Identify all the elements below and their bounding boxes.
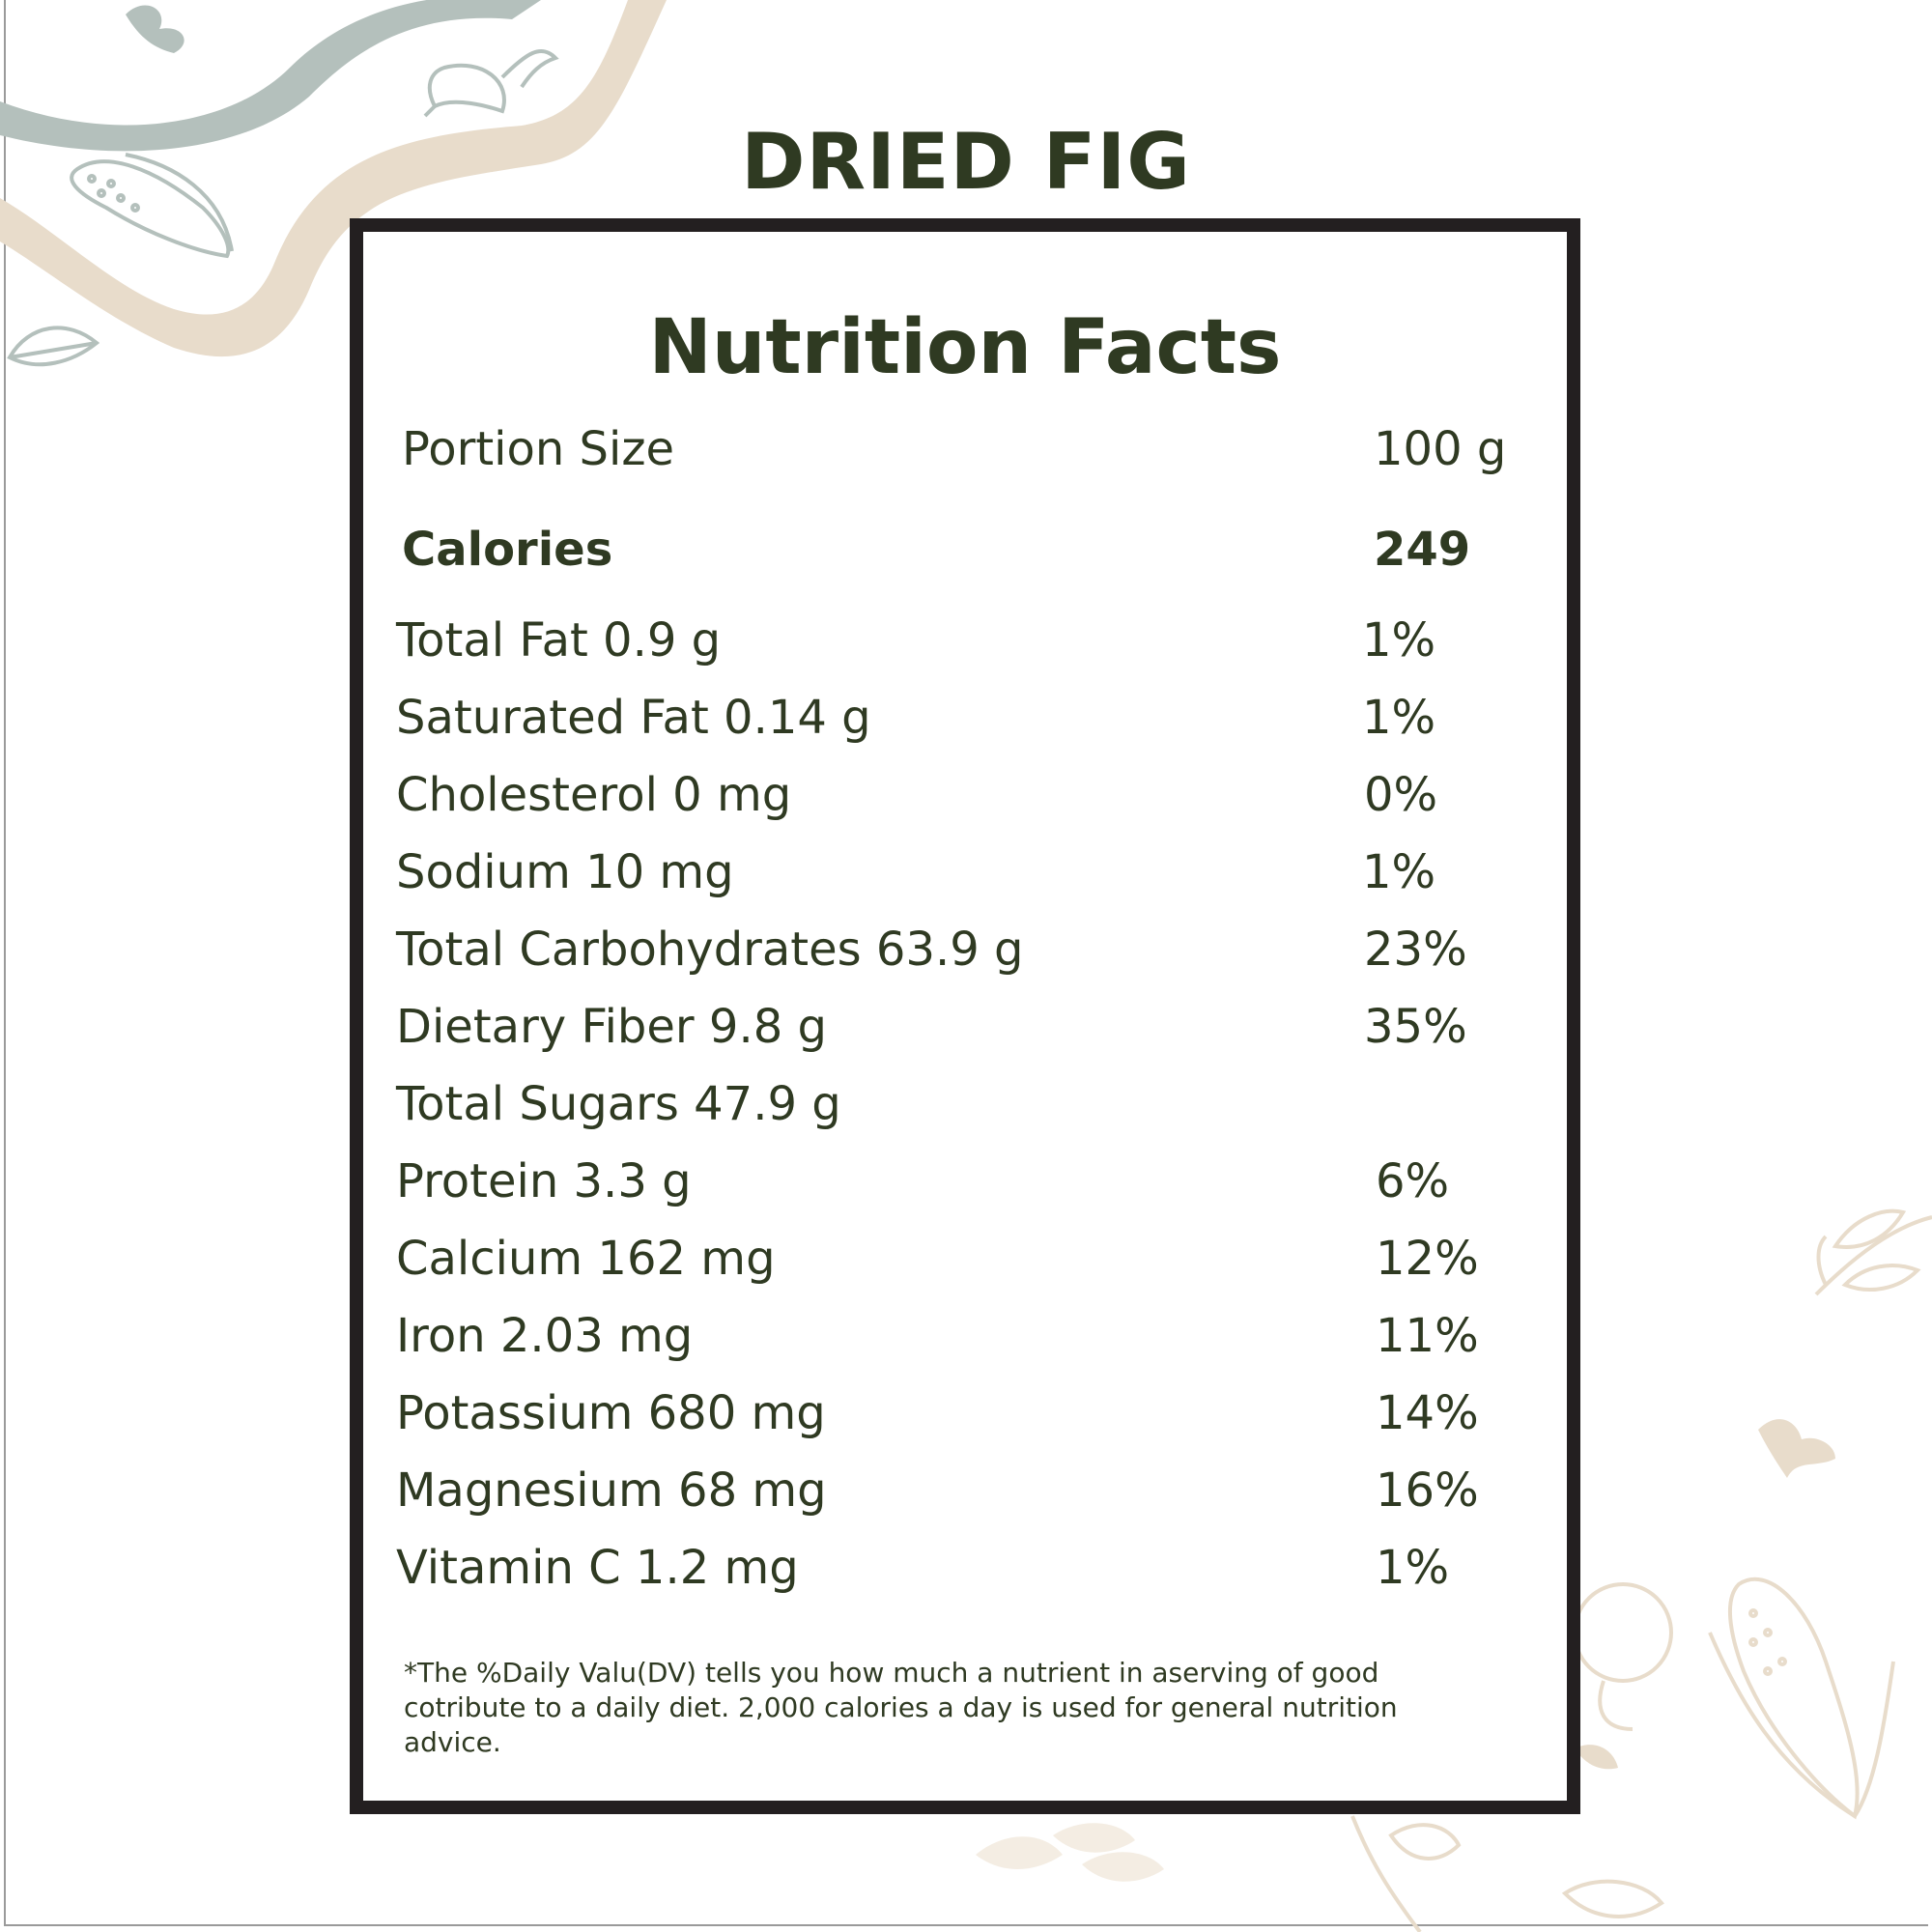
leaf-icon [7, 326, 100, 367]
corn-icon [1708, 1577, 1895, 1820]
nutrient-label: Dietary Fiber 9.8 g [396, 1000, 827, 1054]
nutrient-row: Vitamin C 1.2 mg 1% [0, 1534, 1932, 1602]
nutrient-label: Cholesterol 0 mg [396, 768, 792, 822]
portion-size-row: Portion Size 100 g [0, 415, 1932, 483]
panel-heading: Nutrition Facts [648, 304, 1282, 391]
nutrient-row: Protein 3.3 g 6% [0, 1148, 1932, 1215]
leaf-icon [1758, 1419, 1835, 1478]
nutrient-row: Magnesium 68 mg 16% [0, 1457, 1932, 1524]
corn-icon [70, 153, 234, 259]
leaf-icon [1575, 1745, 1618, 1770]
daily-value: 11% [1376, 1309, 1479, 1363]
nutrient-row: Total Fat 0.9 g 1% [0, 607, 1932, 674]
nutrient-label: Total Sugars 47.9 g [396, 1077, 841, 1131]
nutrient-label: Calcium 162 mg [396, 1232, 776, 1286]
nutrient-label: Magnesium 68 mg [396, 1463, 827, 1518]
daily-value: 23% [1364, 923, 1467, 977]
nutrient-row: Potassium 680 mg 14% [0, 1379, 1932, 1447]
radish-icon [423, 48, 559, 118]
daily-value: 1% [1362, 613, 1436, 668]
nutrient-row: Sodium 10 mg 1% [0, 838, 1932, 906]
daily-value: 1% [1376, 1541, 1450, 1595]
nutrient-row: Total Sugars 47.9 g [0, 1070, 1932, 1138]
calories-row: Calories 249 [0, 516, 1932, 583]
nutrient-label: Protein 3.3 g [396, 1154, 692, 1208]
nutrient-label: Potassium 680 mg [396, 1386, 826, 1440]
nutrient-label: Total Carbohydrates 63.9 g [396, 923, 1024, 977]
nutrient-row: Calcium 162 mg 12% [0, 1225, 1932, 1293]
daily-value: 12% [1376, 1232, 1479, 1286]
nutrient-label: Calories [402, 523, 613, 577]
herb-sprig-icon [1814, 1208, 1932, 1296]
daily-value: 35% [1364, 1000, 1467, 1054]
daily-value: 1% [1362, 691, 1436, 745]
nutrient-row: Iron 2.03 mg 11% [0, 1302, 1932, 1370]
leaf-icon [1350, 1815, 1664, 1932]
leaf-icon [126, 5, 185, 53]
daily-value: 6% [1376, 1154, 1450, 1208]
nutrient-row: Cholesterol 0 mg 0% [0, 761, 1932, 829]
nutrient-row: Total Carbohydrates 63.9 g 23% [0, 916, 1932, 983]
nutrition-facts-panel: Nutrition Facts [350, 218, 1580, 1814]
nutrient-label: Portion Size [402, 422, 675, 476]
nutrient-row: Saturated Fat 0.14 g 1% [0, 684, 1932, 752]
daily-value: 100 g [1374, 422, 1507, 476]
nutrient-label: Vitamin C 1.2 mg [396, 1541, 799, 1595]
wheat-icon [976, 1823, 1164, 1882]
nutrient-label: Sodium 10 mg [396, 845, 734, 899]
daily-value: 1% [1362, 845, 1436, 899]
daily-value-footnote: *The %Daily Valu(DV) tells you how much … [404, 1657, 1398, 1758]
sage-swoosh [0, 0, 541, 152]
nutrient-label: Total Fat 0.9 g [396, 613, 722, 668]
daily-value: 14% [1376, 1386, 1479, 1440]
nutrient-label: Saturated Fat 0.14 g [396, 691, 871, 745]
product-title: DRIED FIG [741, 117, 1191, 207]
apple-icon [1573, 1582, 1673, 1731]
daily-value: 249 [1374, 523, 1471, 577]
nutrient-label: Iron 2.03 mg [396, 1309, 694, 1363]
nutrient-row: Dietary Fiber 9.8 g 35% [0, 993, 1932, 1061]
daily-value: 16% [1376, 1463, 1479, 1518]
daily-value: 0% [1364, 768, 1438, 822]
